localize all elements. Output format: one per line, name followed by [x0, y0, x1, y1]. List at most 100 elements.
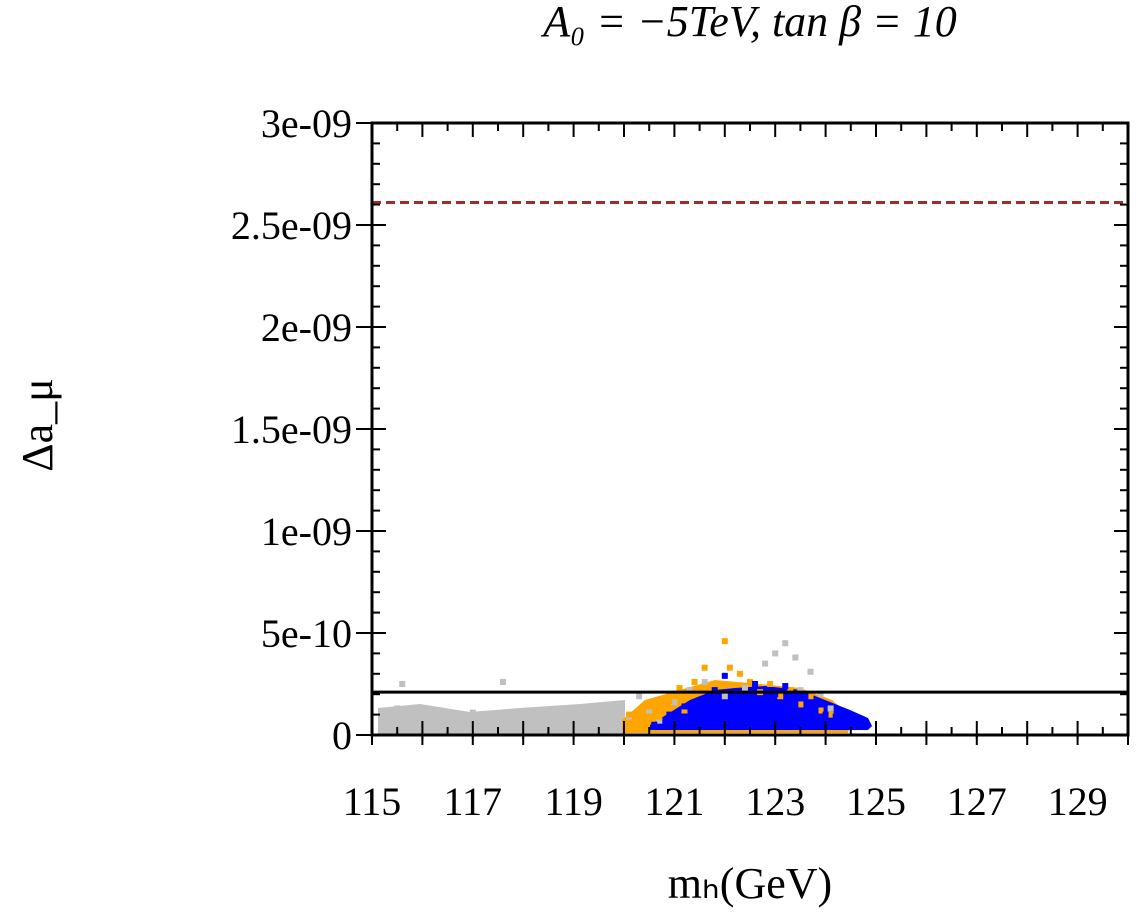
data-point: [797, 687, 804, 694]
data-point: [535, 707, 542, 714]
data-point: [752, 681, 759, 687]
data-point: [646, 707, 653, 714]
data-point: [555, 719, 562, 726]
data-point: [626, 711, 633, 718]
data-point: [862, 721, 869, 728]
data-point: [822, 711, 829, 718]
x-tick-label: 117: [444, 779, 503, 824]
data-point: [711, 683, 718, 690]
data-point: [772, 650, 779, 657]
data-point: [595, 709, 602, 716]
x-tick-labels: 115 117 119 121 123 125 127 129: [343, 779, 1108, 824]
data-point: [762, 697, 769, 704]
data-point: [817, 691, 824, 698]
data-point: [741, 699, 748, 706]
data-point: [807, 668, 814, 675]
data-point: [605, 721, 612, 728]
data-point: [802, 693, 809, 700]
data-point: [666, 697, 673, 704]
data-point: [459, 715, 466, 722]
data-point: [419, 707, 426, 714]
y-tick-labels: 0 5e-10 1e-09 1.5e-09 2e-09 2.5e-09 3e-09: [231, 101, 352, 758]
y-tick-label: 5e-10: [261, 611, 352, 656]
data-point: [772, 691, 779, 698]
data-point: [399, 681, 406, 687]
data-point: [656, 717, 663, 724]
data-point: [711, 687, 718, 694]
data-point: [394, 705, 401, 712]
data-point: [500, 678, 507, 685]
scatter-points: [384, 638, 869, 728]
data-point: [636, 719, 643, 726]
data-point: [701, 664, 708, 671]
data-point: [741, 685, 748, 692]
data-point: [565, 705, 572, 712]
data-point: [515, 711, 522, 718]
data-point: [701, 695, 708, 702]
data-point: [439, 711, 446, 718]
x-tick-label: 121: [644, 779, 704, 824]
data-point: [731, 691, 738, 698]
data-point: [469, 709, 476, 716]
data-point: [489, 713, 496, 720]
data-point: [812, 707, 819, 714]
x-tick-label: 127: [947, 779, 1007, 824]
axis-ticks: [356, 122, 1129, 745]
data-point: [429, 719, 436, 726]
data-point: [656, 713, 663, 720]
data-point: [681, 703, 688, 710]
reference-lines: [372, 201, 1128, 694]
data-point: [585, 717, 592, 724]
data-point: [842, 717, 849, 724]
data-point: [852, 719, 859, 726]
data-point: [575, 713, 582, 720]
y-tick-label: 2e-09: [261, 305, 352, 350]
data-point: [651, 721, 658, 728]
data-point: [666, 711, 673, 718]
data-point: [782, 640, 789, 647]
data-point: [726, 664, 733, 671]
data-point: [409, 717, 416, 724]
x-tick-label: 119: [544, 779, 603, 824]
data-point: [615, 701, 622, 708]
data-point: [777, 693, 784, 700]
data-point: [449, 721, 456, 728]
y-tick-label: 1e-09: [261, 509, 352, 554]
data-point: [792, 654, 799, 661]
data-point: [747, 678, 753, 685]
data-point: [797, 701, 804, 708]
x-tick-label: 123: [745, 779, 805, 824]
chart-title: A₀ = −5TeV, tan β = 10: [540, 0, 957, 46]
data-point: [701, 678, 708, 685]
data-point: [676, 685, 683, 692]
data-point: [721, 638, 728, 645]
x-axis-title: mₕ(GeV): [668, 859, 832, 908]
data-point: [721, 672, 728, 679]
data-point: [736, 670, 743, 677]
gray-region: [378, 700, 625, 735]
data-point: [807, 693, 814, 700]
data-point: [681, 707, 688, 714]
data-point: [545, 715, 552, 722]
data-point: [782, 683, 789, 690]
data-point: [691, 709, 698, 716]
data-point: [721, 693, 728, 700]
data-point: [762, 660, 769, 667]
data-point: [827, 705, 834, 712]
data-point: [832, 713, 839, 720]
y-tick-label: 0: [332, 713, 352, 758]
x-tick-label: 125: [846, 779, 906, 824]
data-point: [767, 681, 774, 687]
data-point: [646, 703, 653, 710]
y-axis-title: Δa_μ: [13, 378, 62, 471]
data-point: [787, 687, 794, 694]
data-point: [525, 721, 532, 728]
x-tick-label: 115: [343, 779, 402, 824]
data-point: [792, 701, 799, 708]
y-tick-label: 1.5e-09: [231, 407, 352, 452]
plot-frame: [370, 121, 1130, 737]
y-tick-label: 3e-09: [261, 101, 352, 146]
data-point: [686, 687, 693, 694]
data-point: [671, 699, 678, 706]
